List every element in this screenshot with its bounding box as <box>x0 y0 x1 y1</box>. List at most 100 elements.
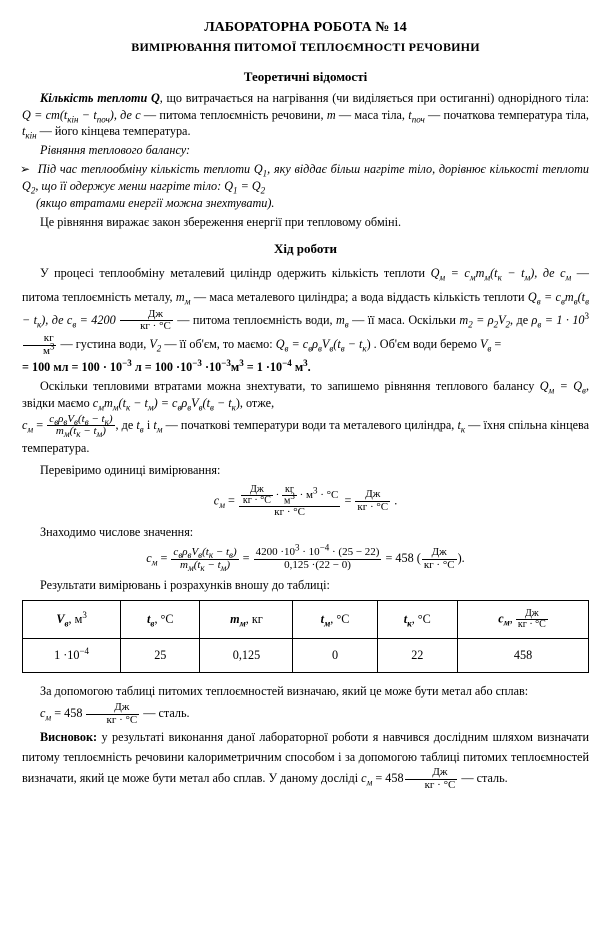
fraction: Джкг · °C <box>404 767 459 791</box>
text: Q = cm(t <box>22 108 67 122</box>
text: = 458 <box>51 706 85 720</box>
text: м <box>43 345 50 357</box>
var-m: m <box>327 108 336 122</box>
text: V <box>498 313 505 327</box>
work-volume-calc: = 100 мл = 100 · 10−3 л = 100 ·10−3 ·10−… <box>22 359 589 376</box>
table-header: tк, °C <box>377 601 457 639</box>
text: м <box>292 360 303 374</box>
text: = <box>240 551 253 565</box>
sup: 3 <box>82 610 87 620</box>
text: = <box>157 551 170 565</box>
dimension-check: cм = Джкг · °C · кгм3 · м3 · °C кг · °C … <box>22 485 589 519</box>
text: (t <box>119 396 126 410</box>
table-header: tв, °C <box>121 601 200 639</box>
text: = <box>225 493 238 507</box>
section-work-heading: Хід роботи <box>22 240 589 258</box>
text: кг · °C <box>405 780 458 792</box>
theory-balance-heading: Рівняння теплового балансу: <box>22 142 589 159</box>
table-cell: 0,125 <box>200 639 293 673</box>
text: — питома теплоємність речовини, <box>141 108 327 122</box>
text: = c <box>445 266 470 280</box>
text: ), отже, <box>236 396 274 410</box>
text: = 1 ·10 <box>244 360 282 374</box>
text: , де <box>116 418 137 432</box>
bullet-icon: ➢ <box>20 161 34 178</box>
work-paragraph-1: У процесі теплообміну металевий циліндр … <box>22 262 589 357</box>
title-main: ЛАБОРАТОРНА РОБОТА № 14 <box>22 18 589 37</box>
text: Рівняння теплового балансу: <box>40 143 190 157</box>
text: м <box>231 360 239 374</box>
work-paragraph-3: cм = cвρвVв(tв − tк)mм(tк − tм), де tв і… <box>22 414 589 460</box>
text: Оскільки тепловими втратами можна знехту… <box>40 379 540 393</box>
formula-fraction: cвρвVв(tв − tк)mм(tк − tм) <box>46 414 115 438</box>
text: (t <box>78 413 85 425</box>
result-line: cм = 458 Джкг · °C — сталь. <box>22 702 589 726</box>
text: 4200 ·10 <box>256 546 295 558</box>
text: і <box>144 418 154 432</box>
text: = Q <box>238 179 261 193</box>
text: · м <box>297 489 313 501</box>
conclusion: Висновок: у результаті виконання даної л… <box>22 728 589 791</box>
fraction: cвρвVв(tк − tв)mм(tк − tм) <box>170 547 239 571</box>
text: , що витрачається на нагрівання (чи виді… <box>160 91 589 105</box>
text: (t <box>490 266 497 280</box>
text: = ρ <box>473 313 494 327</box>
text: Під час теплообміну кількість теплоти Q <box>38 162 263 176</box>
text: V <box>191 396 198 410</box>
sup: 3 <box>585 311 590 321</box>
text: кг · °C <box>422 560 457 572</box>
text: = <box>344 493 354 507</box>
text: ) = c <box>154 396 178 410</box>
text: m <box>230 612 239 626</box>
text: Дж <box>86 702 139 715</box>
text: m <box>180 559 188 571</box>
text: = c <box>288 337 308 351</box>
text: − t <box>502 266 525 280</box>
text: — початкові температури води та металево… <box>163 418 458 432</box>
sup: 3 <box>290 491 295 501</box>
text: = 4200 <box>76 313 119 327</box>
table-header: cм, Джкг · °C <box>458 601 589 639</box>
sub: кін <box>67 114 78 124</box>
eq-q: Q = cm(tкін − tпоч), де <box>22 108 135 122</box>
text: , °C <box>154 612 173 626</box>
sub: 2 <box>261 185 266 195</box>
text: ·10 <box>202 360 221 374</box>
text: 1 ·10 <box>54 648 79 662</box>
table-header: Vв, м3 <box>23 601 121 639</box>
text: m <box>176 290 185 304</box>
unit: Джкг · °C <box>241 485 273 506</box>
text: (t <box>333 337 340 351</box>
text: , °C <box>412 612 431 626</box>
term-heat-quantity: Кількість теплоти Q <box>40 91 160 105</box>
work-paragraph-6: Результати вимірювань і розрахунків внош… <box>22 577 589 594</box>
text: , що її одержує менш нагріте тіло: <box>35 179 224 193</box>
fraction: Джкг · °C <box>85 702 140 726</box>
text: . <box>391 493 397 507</box>
text: — її маса. Оскільки <box>349 313 460 327</box>
sup: −4 <box>282 358 292 368</box>
sub: поч <box>97 114 110 124</box>
text: , °C <box>330 612 349 626</box>
work-paragraph-2: Оскільки тепловими втратами можна знехту… <box>22 378 589 412</box>
text: − t <box>130 396 148 410</box>
sup: −3 <box>122 358 132 368</box>
table-header-row: Vв, м3 tв, °C mм, кг tм, °C tк, °C cм, Д… <box>23 601 589 639</box>
theory-bullet: ➢ Під час теплообміну кількість теплоти … <box>22 161 589 211</box>
table-cell: 0 <box>293 639 377 673</box>
text: — його кінцева температура. <box>37 124 191 138</box>
work-paragraph-5: Знаходимо числове значення: <box>22 524 589 541</box>
text: Дж <box>422 547 457 560</box>
text: · (25 − 22) <box>329 546 379 558</box>
lab-document: ЛАБОРАТОРНА РОБОТА № 14 ВИМІРЮВАННЯ ПИТО… <box>0 0 611 817</box>
text: = c <box>541 290 561 304</box>
fraction: Джкг · °C · кгм3 · м3 · °C кг · °C <box>238 485 342 519</box>
text: кг · °C <box>516 620 548 630</box>
fraction: 4200 ·103 · 10−4 · (25 − 22)0,125 ·(22 −… <box>253 547 383 571</box>
text: m <box>336 313 345 327</box>
fraction: Джкг · °C <box>354 489 391 513</box>
text: ), де <box>530 266 560 280</box>
text: — питома теплоємність води, <box>177 313 336 327</box>
results-table: Vв, м3 tв, °C mм, кг tм, °C tк, °C cм, Д… <box>22 600 589 673</box>
text: — густина води, <box>61 337 150 351</box>
